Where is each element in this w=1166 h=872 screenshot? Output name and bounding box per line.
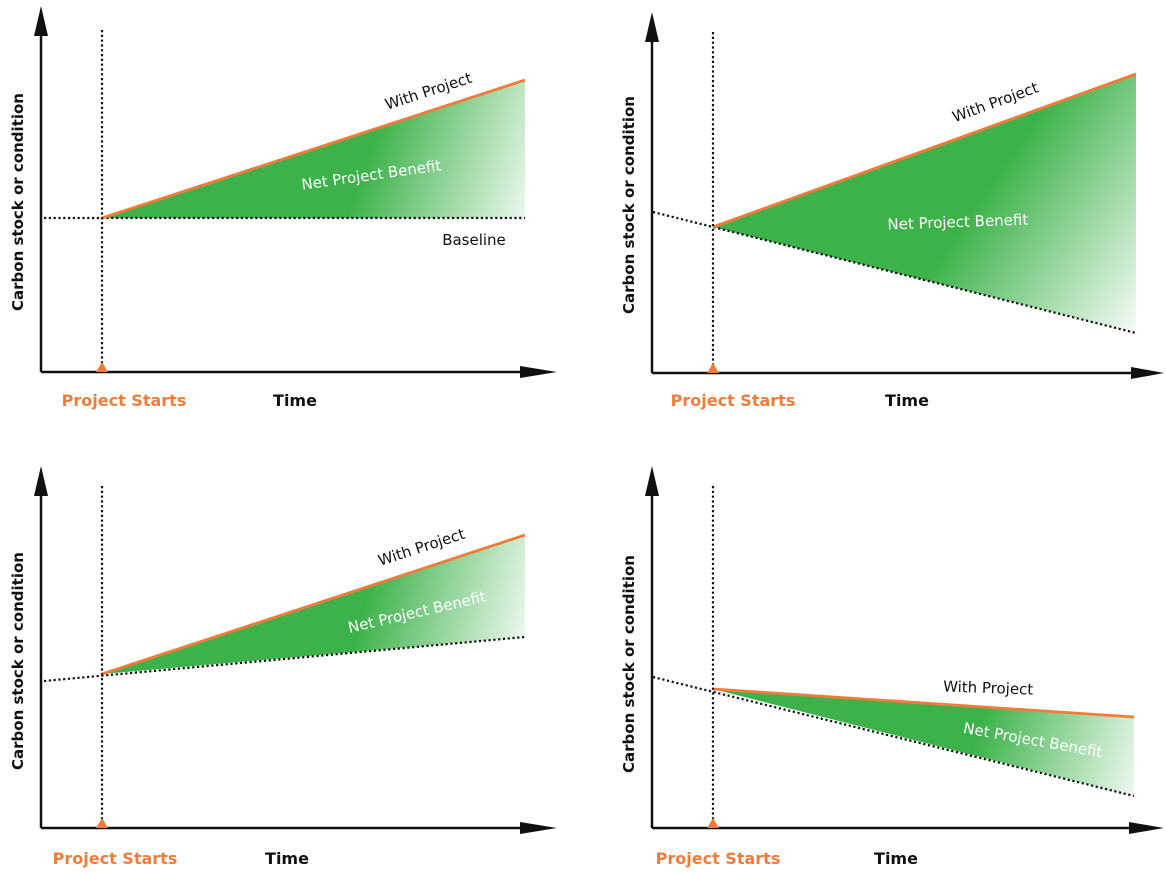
with-project-label: With Project xyxy=(943,677,1034,698)
y-axis-arrow xyxy=(34,6,48,36)
x-axis-arrow xyxy=(520,822,557,834)
project-start-triangle-icon xyxy=(707,818,719,828)
with-project-line xyxy=(712,687,1135,719)
y-axis-label: Carbon stock or condition xyxy=(9,552,27,770)
panel-top-right: Carbon stock or condition Project Starts… xyxy=(620,12,1164,410)
with-project-line xyxy=(101,78,526,220)
net-benefit-label: Net Project Benefit xyxy=(887,211,1028,234)
x-axis-label: Time xyxy=(265,849,309,868)
x-axis-arrow xyxy=(1131,367,1164,379)
baseline-line xyxy=(43,635,526,683)
panel-bottom-left: Carbon stock or condition Project Starts… xyxy=(9,466,557,868)
with-project-line xyxy=(712,72,1137,229)
project-start-triangle-icon xyxy=(707,363,719,373)
y-axis-arrow xyxy=(645,12,659,42)
x-axis-label: Time xyxy=(874,849,918,868)
baseline-line xyxy=(652,675,1135,798)
baseline-label: Baseline xyxy=(442,231,506,249)
project-starts-label: Project Starts xyxy=(671,391,796,410)
project-start-triangle-icon xyxy=(96,362,108,372)
project-start-triangle-icon xyxy=(96,818,108,828)
x-axis-arrow xyxy=(520,366,557,378)
y-axis-label: Carbon stock or condition xyxy=(620,555,638,773)
x-axis-label: Time xyxy=(885,391,929,410)
project-starts-label: Project Starts xyxy=(62,391,187,410)
panel-top-left: Carbon stock or condition Project Starts… xyxy=(9,6,557,410)
y-axis-arrow xyxy=(645,466,659,496)
project-starts-label: Project Starts xyxy=(656,849,781,868)
y-axis-label: Carbon stock or condition xyxy=(620,96,638,314)
net-benefit-area xyxy=(713,74,1136,333)
project-starts-label: Project Starts xyxy=(53,849,178,868)
y-axis-label: Carbon stock or condition xyxy=(9,93,27,311)
y-axis-arrow xyxy=(34,466,48,496)
net-benefit-area xyxy=(713,689,1134,796)
x-axis-arrow xyxy=(1129,822,1164,834)
x-axis-label: Time xyxy=(273,391,317,410)
with-project-line xyxy=(101,533,526,676)
baseline-line xyxy=(652,210,1137,335)
panel-bottom-right: Carbon stock or condition Project Starts… xyxy=(620,466,1164,868)
